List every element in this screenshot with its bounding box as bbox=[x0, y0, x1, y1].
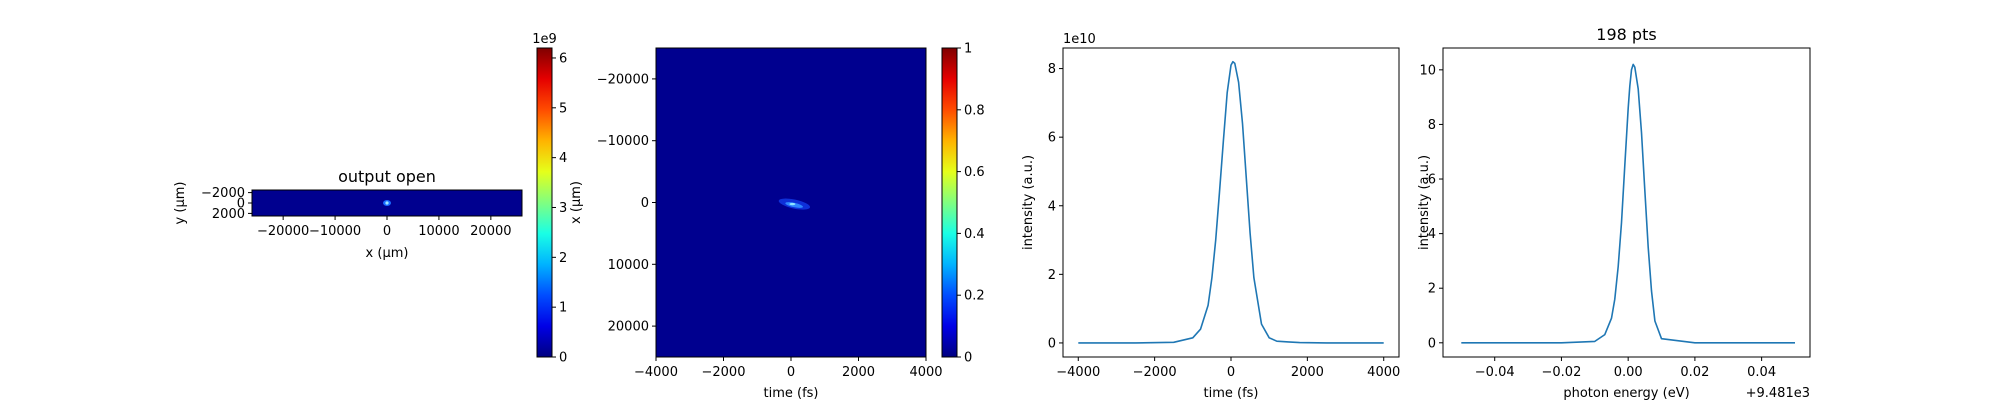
panel-time-x-heatmap: −4000 −2000 0 2000 4000−20000−10000010000200… bbox=[569, 42, 985, 400]
y-axis-label: x (μm) bbox=[569, 181, 584, 224]
colorbar-tick-label: 0 bbox=[559, 351, 567, 366]
series-line-0 bbox=[1461, 63, 1795, 344]
p2-ytick-label: 2 bbox=[1048, 268, 1056, 283]
chart-title: output open bbox=[338, 167, 436, 186]
colorbar-tick-label: 0.8 bbox=[964, 103, 985, 118]
p1-xtick-label: −2000 bbox=[702, 365, 746, 380]
colorbar-tick-label: 1 bbox=[964, 42, 972, 57]
p2-ytick-label: 0 bbox=[1048, 336, 1056, 351]
p1-xtick-label: 4000 bbox=[909, 365, 942, 380]
x-axis-label: time (fs) bbox=[764, 386, 819, 400]
p0-ytick-label: 0 bbox=[237, 197, 245, 212]
panel-time-intensity: −4000 −2000 0 2000 4000 0 2 4 6 8 time (fs) intensi… bbox=[1021, 32, 1400, 400]
colorbar-tick-label: 3 bbox=[559, 201, 567, 216]
p1-ytick-label: −10000 bbox=[597, 134, 649, 149]
heatmap-hotspot-core bbox=[385, 201, 389, 205]
colorbar-exponent: 1e9 bbox=[532, 32, 557, 47]
p2-ytick-label: 8 bbox=[1048, 62, 1056, 77]
p2-xtick-label: 4000 bbox=[1367, 365, 1400, 380]
p1-xtick-label: 2000 bbox=[842, 365, 875, 380]
p1-ytick-label: −20000 bbox=[597, 72, 649, 87]
colorbar-tick-label: 0.4 bbox=[964, 227, 985, 242]
colorbar-tick-label: 1 bbox=[559, 301, 567, 316]
plot-area bbox=[1063, 48, 1399, 357]
y-axis-label: intensity (a.u.) bbox=[1021, 155, 1036, 250]
p3-ytick-label: 6 bbox=[1428, 173, 1436, 188]
y-axis-label: y (μm) bbox=[173, 182, 188, 225]
p3-ytick-label: 2 bbox=[1428, 282, 1436, 297]
colorbar-tick-label: 4 bbox=[559, 151, 567, 166]
x-axis-label: photon energy (eV) bbox=[1563, 386, 1689, 400]
colorbar-1 bbox=[941, 47, 958, 358]
p3-ytick-label: 8 bbox=[1428, 118, 1436, 133]
colorbar-tick-label: 0 bbox=[964, 351, 972, 366]
p0-xtick-label: −20000 bbox=[257, 224, 309, 239]
p0-ytick-label: −2000 bbox=[201, 186, 245, 201]
p3-xtick-label: 0.04 bbox=[1747, 365, 1776, 380]
p1-ytick-label: 10000 bbox=[608, 258, 649, 273]
panel-output-open: −20000 −10000 0 10000 20000−200002000output … bbox=[173, 32, 567, 366]
p1-ytick-label: 20000 bbox=[608, 320, 649, 335]
colorbar-tick-label: 0.2 bbox=[964, 289, 985, 304]
p3-ytick-label: 10 bbox=[1419, 63, 1436, 78]
y-axis-label: intensity (a.u.) bbox=[1417, 155, 1432, 250]
plot-area bbox=[1443, 48, 1810, 357]
p2-xtick-label: 2000 bbox=[1291, 365, 1324, 380]
p3-xtick-label: 0.02 bbox=[1680, 365, 1709, 380]
p1-xtick-label: 0 bbox=[787, 365, 795, 380]
p2-xtick-label: −2000 bbox=[1133, 365, 1177, 380]
p0-ytick-label: 2000 bbox=[212, 207, 245, 222]
panel-photon-energy: −0.04 −0.02 0.00 0.02 0.04 0 2 4 6 8 10 photon ener… bbox=[1417, 25, 1811, 400]
heatmap-hotspot-core bbox=[789, 202, 796, 206]
p3-xtick-label: −0.02 bbox=[1542, 365, 1582, 380]
p0-xtick-label: 10000 bbox=[418, 224, 459, 239]
plot-frame bbox=[1442, 47, 1811, 358]
p2-ytick-label: 6 bbox=[1048, 131, 1056, 146]
p1-ytick-label: 0 bbox=[641, 196, 649, 211]
p2-xtick-label: 0 bbox=[1227, 365, 1235, 380]
p0-xtick-label: −10000 bbox=[309, 224, 361, 239]
colorbar-tick-label: 6 bbox=[559, 51, 567, 66]
series-line-0 bbox=[1078, 60, 1384, 344]
p3-xtick-label: 0.00 bbox=[1614, 365, 1643, 380]
x-axis-label: time (fs) bbox=[1204, 386, 1259, 400]
x-axis-label: x (μm) bbox=[366, 246, 409, 261]
p1-xtick-label: −4000 bbox=[634, 365, 678, 380]
colorbar-tick-label: 2 bbox=[559, 251, 567, 266]
p3-ytick-label: 0 bbox=[1428, 336, 1436, 351]
p2-xtick-label: −4000 bbox=[1056, 365, 1100, 380]
p3-xtick-label: −0.04 bbox=[1475, 365, 1515, 380]
x-offset-label: +9.481e3 bbox=[1746, 386, 1810, 400]
colorbar-0 bbox=[536, 47, 553, 358]
colorbar-tick-label: 5 bbox=[559, 101, 567, 116]
colorbar-tick-label: 0.6 bbox=[964, 165, 985, 180]
chart-title: 198 pts bbox=[1596, 25, 1656, 44]
p0-xtick-label: 0 bbox=[383, 224, 391, 239]
p2-ytick-label: 4 bbox=[1048, 199, 1056, 214]
p3-ytick-label: 4 bbox=[1428, 227, 1436, 242]
y-exponent-label: 1e10 bbox=[1063, 32, 1096, 47]
p0-xtick-label: 20000 bbox=[470, 224, 511, 239]
